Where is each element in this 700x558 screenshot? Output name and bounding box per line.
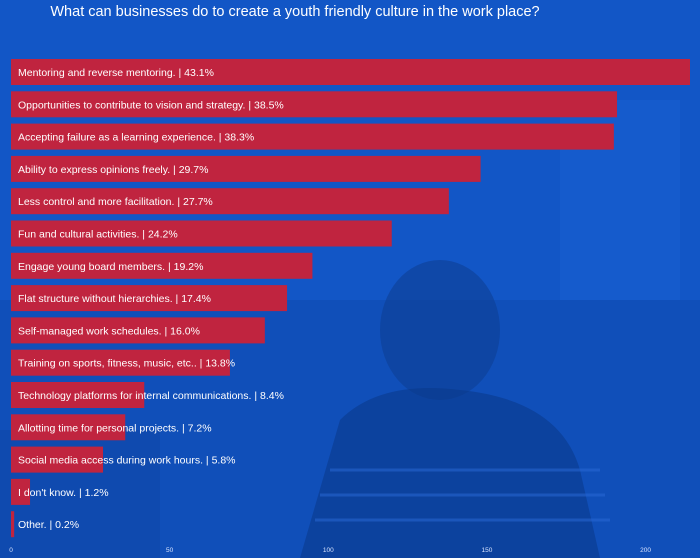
bar-label-8: Flat structure without hierarchies. | 17… — [18, 293, 211, 305]
bar-label-12: Allotting time for personal projects. | … — [18, 422, 212, 434]
bar-label-5: Less control and more facilitation. | 27… — [18, 196, 213, 208]
x-tick-200: 200 — [640, 547, 651, 554]
x-tick-150: 150 — [482, 547, 493, 554]
bar-label-7: Engage young board members. | 19.2% — [18, 261, 203, 273]
bar-label-13: Social media access during work hours. |… — [18, 455, 236, 467]
bar-label-3: Accepting failure as a learning experien… — [18, 132, 254, 144]
bar-8 — [11, 285, 288, 312]
bar-14 — [11, 478, 31, 505]
bar-12 — [11, 414, 126, 441]
bar-9 — [11, 317, 265, 344]
bar-label-11: Technology platforms for internal commun… — [18, 390, 284, 402]
x-tick-100: 100 — [323, 547, 334, 554]
bar-11 — [11, 382, 145, 408]
bar-label-15: Other. | 0.2% — [18, 519, 79, 531]
bar-5 — [11, 188, 449, 215]
bar-13 — [11, 446, 104, 473]
bar-1 — [11, 59, 690, 85]
bar-label-10: Training on sports, fitness, music, etc.… — [18, 358, 235, 370]
bar-label-2: Opportunities to contribute to vision an… — [18, 99, 284, 111]
chart-title: What can businesses do to create a youth… — [50, 4, 540, 20]
bar-7 — [11, 252, 313, 279]
bar-3 — [11, 123, 614, 150]
bar-2 — [11, 91, 618, 118]
bar-label-14: I don't know. | 1.2% — [18, 487, 109, 499]
bar-10 — [11, 349, 230, 376]
bar-label-4: Ability to express opinions freely. | 29… — [18, 164, 208, 176]
bar-6 — [11, 220, 392, 247]
bar-label-9: Self-managed work schedules. | 16.0% — [18, 325, 200, 337]
bar-label-1: Mentoring and reverse mentoring. | 43.1% — [18, 67, 214, 79]
x-tick-0: 0 — [9, 547, 13, 554]
x-tick-50: 50 — [166, 547, 174, 554]
bar-4 — [11, 155, 481, 182]
bar-15 — [11, 511, 15, 538]
bar-label-6: Fun and cultural activities. | 24.2% — [18, 229, 178, 241]
